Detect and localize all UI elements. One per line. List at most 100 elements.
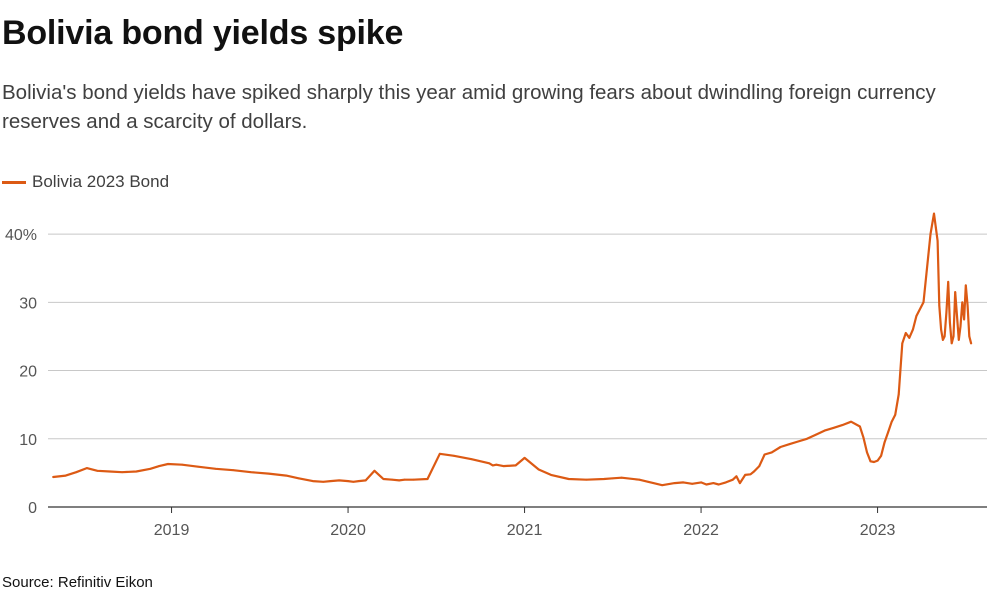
y-tick-label: 40% [5,227,37,244]
data-point [523,456,526,459]
data-point [797,440,800,443]
data-point [214,467,217,470]
y-tick-label: 10 [19,432,37,449]
data-point [841,424,844,427]
data-point [550,474,552,476]
data-point [941,338,944,341]
data-point [338,479,341,482]
data-point [897,393,900,396]
data-point [859,425,861,428]
data-point [96,469,99,472]
data-point [232,469,235,472]
data-point [403,478,406,481]
data-point [620,476,623,479]
data-point [876,459,879,462]
data-point [933,212,935,215]
data-point [364,479,367,482]
data-point [75,471,78,474]
data-point [357,480,360,482]
series-line [52,212,973,487]
data-point [963,318,965,321]
data-point [832,426,835,429]
data-point [167,463,169,465]
legend-label: Bolivia 2023 Bond [32,172,170,191]
y-tick-label: 20 [19,364,37,381]
data-point [682,481,685,484]
data-point [514,464,517,467]
data-point [806,437,808,440]
data-point [770,451,773,454]
data-point [945,311,948,314]
data-point [322,480,325,483]
data-point [638,478,641,481]
data-point [869,460,872,463]
x-tick-label: 2019 [154,522,190,539]
data-point [908,336,911,339]
data-point [398,479,401,482]
data-point [749,473,752,476]
data-point [936,240,939,242]
data-point [966,304,969,307]
data-point [691,482,694,485]
data-point [567,478,570,480]
series-layer [52,212,973,487]
legend-swatch [2,180,26,184]
data-point [862,436,865,439]
data-point [502,465,505,467]
data-point [947,280,950,283]
data-point [712,482,715,485]
data-point [438,452,441,455]
data-point [705,483,708,486]
data-point [970,342,973,345]
data-point [352,480,355,483]
data-point [488,462,491,465]
data-point [763,453,766,456]
data-point [108,470,111,473]
data-point [267,472,270,475]
data-point [373,469,376,472]
data-point [297,477,300,480]
source-note: Source: Refinitiv Eikon [2,574,153,591]
legend: Bolivia 2023 Bond [2,170,169,194]
y-tick-labels: 0 10 20 30 40% [5,227,37,517]
line-chart: 0 10 20 30 40% 2019 2020 2021 2022 2023 [5,212,987,539]
data-point [135,470,138,473]
grid-layer [48,233,987,508]
data-point [744,474,747,476]
data-point [285,474,288,477]
data-point [652,482,655,485]
data-point [470,458,473,461]
data-point [823,429,826,432]
data-point [738,482,741,485]
data-point [250,471,252,474]
data-point [391,478,394,481]
data-point [717,483,720,486]
data-point [929,233,932,236]
data-point [585,478,588,481]
data-point [954,291,957,293]
data-point [883,441,886,444]
data-point [915,315,918,317]
data-point [866,451,868,454]
data-point [611,477,614,480]
data-point [85,467,88,470]
data-point [52,476,55,478]
data-point [968,335,971,338]
data-point [537,468,540,471]
data-point [735,475,738,478]
data-point [890,420,893,423]
data-point [934,226,937,229]
chart-subtitle: Bolivia's bond yields have spiked sharpl… [2,81,936,133]
data-point [724,481,727,484]
data-point [887,431,890,433]
data-point [700,481,702,484]
data-point [426,478,429,480]
data-point [814,433,817,436]
data-point [952,335,955,338]
y-tick-label: 0 [28,500,37,517]
data-point [901,342,904,345]
chart-title: Bolivia bond yields spike [2,14,404,52]
data-point [412,478,415,481]
data-point [850,420,852,423]
data-point [961,301,964,304]
